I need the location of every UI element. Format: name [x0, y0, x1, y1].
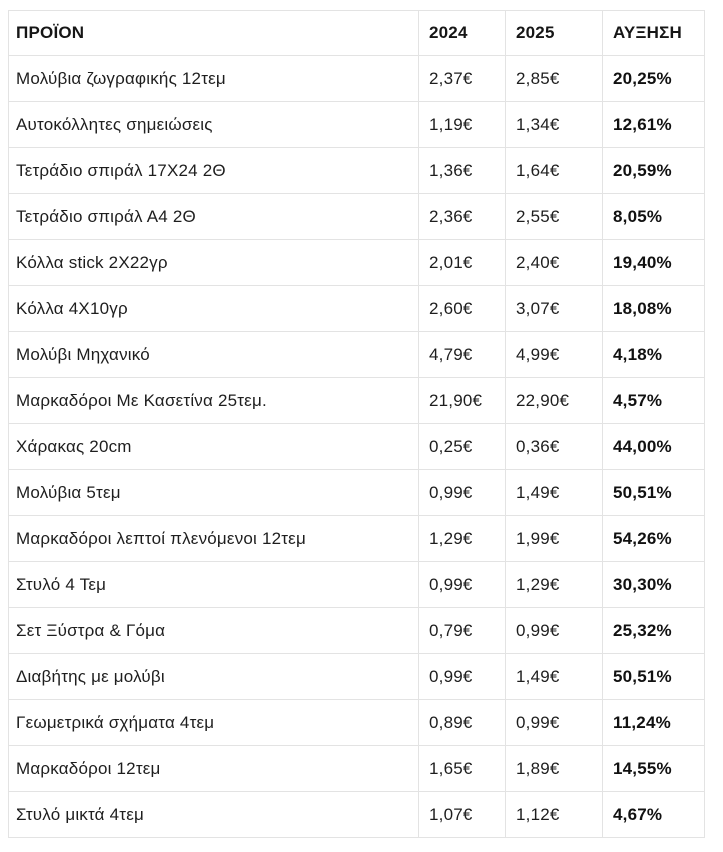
- cell-increase: 50,51%: [602, 469, 705, 516]
- cell-price-2025: 1,49€: [505, 653, 603, 700]
- cell-price-2025: 1,12€: [505, 791, 603, 838]
- cell-product: Μολύβι Μηχανικό: [8, 331, 419, 378]
- table-row: Μαρκαδόροι λεπτοί πλενόμενοι 12τεμ 1,29€ 1…: [8, 515, 705, 562]
- cell-price-2024: 21,90€: [418, 377, 506, 424]
- cell-product: Χάρακας 20cm: [8, 423, 419, 470]
- cell-increase: 19,40%: [602, 239, 705, 286]
- table-row: Μολύβια 5τεμ 0,99€ 1,49€ 50,51%: [8, 469, 705, 516]
- cell-product: Στυλό μικτά 4τεμ: [8, 791, 419, 838]
- table-row: Αυτοκόλλητες σημειώσεις 1,19€ 1,34€ 12,61%: [8, 101, 705, 148]
- cell-price-2025: 1,64€: [505, 147, 603, 194]
- cell-price-2025: 1,99€: [505, 515, 603, 562]
- cell-price-2024: 2,36€: [418, 193, 506, 240]
- table-head: ΠΡΟΪΟΝ 2024 2025 ΑΥΞΗΣΗ: [8, 10, 705, 56]
- cell-product: Μαρκαδόροι λεπτοί πλενόμενοι 12τεμ: [8, 515, 419, 562]
- cell-price-2024: 0,99€: [418, 653, 506, 700]
- cell-increase: 14,55%: [602, 745, 705, 792]
- cell-product: Μαρκαδόροι 12τεμ: [8, 745, 419, 792]
- cell-increase: 4,57%: [602, 377, 705, 424]
- table-body: Μολύβια ζωγραφικής 12τεμ 2,37€ 2,85€ 20,25%…: [8, 55, 705, 838]
- cell-increase: 11,24%: [602, 699, 705, 746]
- table-row: Τετράδιο σπιράλ Α4 2Θ 2,36€ 2,55€ 8,05%: [8, 193, 705, 240]
- cell-price-2025: 0,99€: [505, 699, 603, 746]
- cell-price-2024: 1,65€: [418, 745, 506, 792]
- cell-product: Αυτοκόλλητες σημειώσεις: [8, 101, 419, 148]
- cell-price-2024: 1,36€: [418, 147, 506, 194]
- table-row: Γεωμετρικά σχήματα 4τεμ 0,89€ 0,99€ 11,24%: [8, 699, 705, 746]
- table-row: Τετράδιο σπιράλ 17Χ24 2Θ 1,36€ 1,64€ 20,59%: [8, 147, 705, 194]
- cell-price-2024: 2,01€: [418, 239, 506, 286]
- cell-increase: 8,05%: [602, 193, 705, 240]
- cell-price-2025: 1,29€: [505, 561, 603, 608]
- cell-increase: 12,61%: [602, 101, 705, 148]
- cell-price-2024: 1,29€: [418, 515, 506, 562]
- cell-price-2024: 0,99€: [418, 469, 506, 516]
- cell-price-2024: 0,99€: [418, 561, 506, 608]
- cell-increase: 54,26%: [602, 515, 705, 562]
- column-header-price-2025: 2025: [505, 10, 603, 56]
- price-comparison-table: ΠΡΟΪΟΝ 2024 2025 ΑΥΞΗΣΗ Μολύβια ζωγραφικής …: [8, 10, 705, 838]
- cell-price-2025: 1,34€: [505, 101, 603, 148]
- column-header-product: ΠΡΟΪΟΝ: [8, 10, 419, 56]
- cell-product: Σετ Ξύστρα & Γόμα: [8, 607, 419, 654]
- cell-price-2024: 0,25€: [418, 423, 506, 470]
- table-row: Μαρκαδόροι Με Κασετίνα 25τεμ. 21,90€ 22,90…: [8, 377, 705, 424]
- cell-price-2024: 2,60€: [418, 285, 506, 332]
- table-row: Μολύβι Μηχανικό 4,79€ 4,99€ 4,18%: [8, 331, 705, 378]
- cell-increase: 30,30%: [602, 561, 705, 608]
- cell-price-2025: 4,99€: [505, 331, 603, 378]
- table-row: Κόλλα 4Χ10γρ 2,60€ 3,07€ 18,08%: [8, 285, 705, 332]
- cell-price-2025: 3,07€: [505, 285, 603, 332]
- cell-product: Μολύβια 5τεμ: [8, 469, 419, 516]
- cell-price-2024: 0,89€: [418, 699, 506, 746]
- cell-increase: 18,08%: [602, 285, 705, 332]
- cell-increase: 20,59%: [602, 147, 705, 194]
- cell-price-2024: 1,07€: [418, 791, 506, 838]
- cell-increase: 50,51%: [602, 653, 705, 700]
- cell-price-2025: 1,49€: [505, 469, 603, 516]
- cell-increase: 44,00%: [602, 423, 705, 470]
- table-row: Στυλό μικτά 4τεμ 1,07€ 1,12€ 4,67%: [8, 791, 705, 838]
- cell-price-2025: 2,55€: [505, 193, 603, 240]
- cell-increase: 4,67%: [602, 791, 705, 838]
- cell-price-2025: 1,89€: [505, 745, 603, 792]
- table-row: Διαβήτης με μολύβι 0,99€ 1,49€ 50,51%: [8, 653, 705, 700]
- cell-increase: 20,25%: [602, 55, 705, 102]
- cell-price-2025: 2,85€: [505, 55, 603, 102]
- cell-product: Γεωμετρικά σχήματα 4τεμ: [8, 699, 419, 746]
- column-header-price-2024: 2024: [418, 10, 506, 56]
- cell-increase: 25,32%: [602, 607, 705, 654]
- cell-product: Κόλλα 4Χ10γρ: [8, 285, 419, 332]
- table-row: Κόλλα stick 2Χ22γρ 2,01€ 2,40€ 19,40%: [8, 239, 705, 286]
- cell-product: Στυλό 4 Τεμ: [8, 561, 419, 608]
- header-row: ΠΡΟΪΟΝ 2024 2025 ΑΥΞΗΣΗ: [8, 10, 705, 56]
- cell-product: Τετράδιο σπιράλ Α4 2Θ: [8, 193, 419, 240]
- cell-price-2024: 0,79€: [418, 607, 506, 654]
- table-row: Μαρκαδόροι 12τεμ 1,65€ 1,89€ 14,55%: [8, 745, 705, 792]
- cell-product: Τετράδιο σπιράλ 17Χ24 2Θ: [8, 147, 419, 194]
- cell-price-2025: 2,40€: [505, 239, 603, 286]
- table-row: Μολύβια ζωγραφικής 12τεμ 2,37€ 2,85€ 20,25%: [8, 55, 705, 102]
- column-header-increase: ΑΥΞΗΣΗ: [602, 10, 705, 56]
- table-row: Στυλό 4 Τεμ 0,99€ 1,29€ 30,30%: [8, 561, 705, 608]
- cell-product: Κόλλα stick 2Χ22γρ: [8, 239, 419, 286]
- table-row: Σετ Ξύστρα & Γόμα 0,79€ 0,99€ 25,32%: [8, 607, 705, 654]
- cell-product: Μαρκαδόροι Με Κασετίνα 25τεμ.: [8, 377, 419, 424]
- cell-product: Διαβήτης με μολύβι: [8, 653, 419, 700]
- cell-price-2024: 1,19€: [418, 101, 506, 148]
- cell-increase: 4,18%: [602, 331, 705, 378]
- cell-price-2025: 0,36€: [505, 423, 603, 470]
- cell-price-2024: 2,37€: [418, 55, 506, 102]
- cell-price-2024: 4,79€: [418, 331, 506, 378]
- cell-product: Μολύβια ζωγραφικής 12τεμ: [8, 55, 419, 102]
- table-row: Χάρακας 20cm 0,25€ 0,36€ 44,00%: [8, 423, 705, 470]
- cell-price-2025: 0,99€: [505, 607, 603, 654]
- cell-price-2025: 22,90€: [505, 377, 603, 424]
